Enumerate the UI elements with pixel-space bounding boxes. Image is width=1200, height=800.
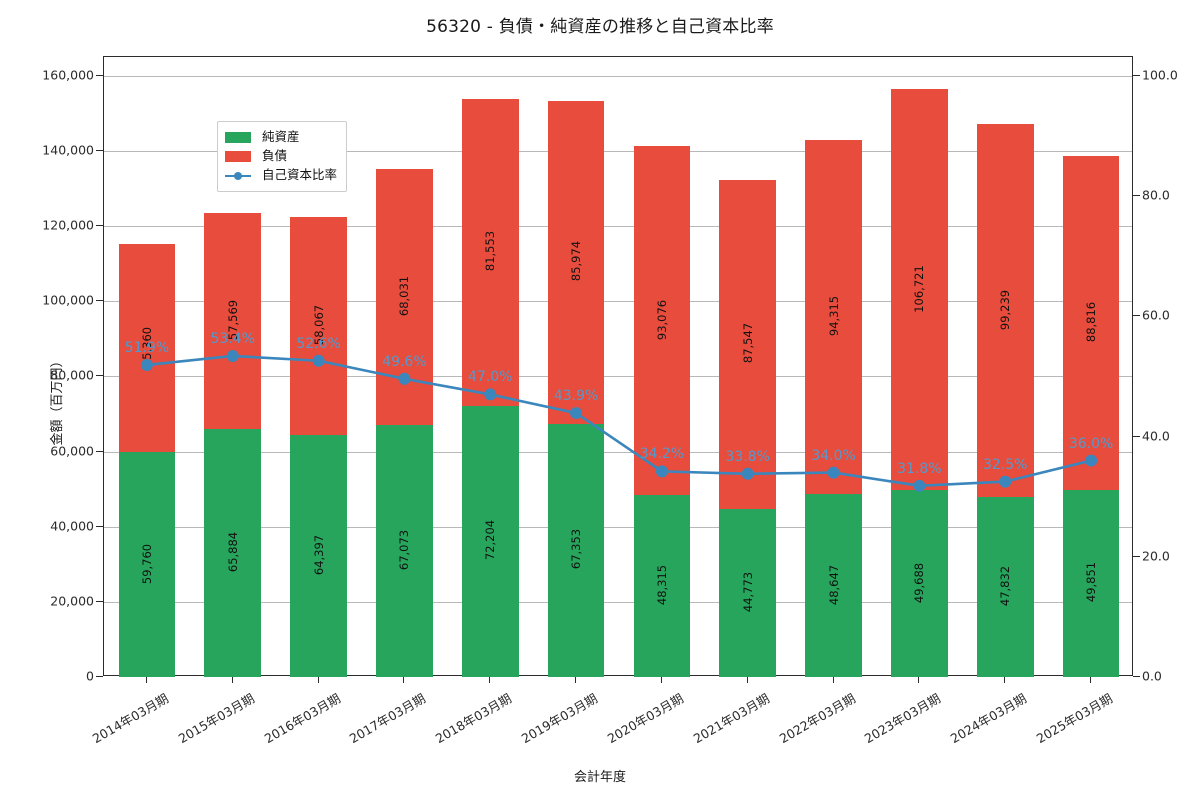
legend-item-equity-ratio[interactable]: 自己資本比率 — [225, 166, 337, 185]
bar-segment-liabilities[interactable] — [1062, 155, 1120, 490]
x-axis-tick-label: 2017年03月期 — [347, 690, 429, 747]
y-axis-left-tick-label: 140,000 — [42, 142, 94, 158]
gridline — [104, 226, 1132, 228]
x-axis-tickmark — [746, 676, 748, 683]
x-axis-tickmark — [918, 676, 920, 683]
bar-segment-equity[interactable] — [719, 508, 777, 677]
bar-segment-liabilities[interactable] — [204, 213, 262, 430]
y-axis-right-tick-label: 0.0 — [1142, 668, 1162, 684]
x-axis-tickmark — [832, 676, 834, 683]
y-axis-right-tick-label: 100.0 — [1142, 67, 1178, 83]
x-axis-title: 会計年度 — [573, 770, 626, 785]
x-axis-tickmark — [145, 676, 147, 683]
bar-segment-equity[interactable] — [118, 452, 176, 677]
x-axis-tick-label: 2019年03月期 — [518, 690, 601, 747]
y-axis-left-tick-label: 20,000 — [50, 593, 94, 609]
y-axis-left-tickmark — [96, 300, 103, 302]
x-axis-tickmark — [575, 676, 577, 683]
bar-segment-liabilities[interactable] — [376, 169, 433, 425]
x-axis-tick-label: 2024年03月期 — [947, 690, 1030, 747]
x-axis-tick-label: 2016年03月期 — [261, 690, 343, 747]
gridline — [104, 75, 1132, 77]
legend-label-equity-ratio: 自己資本比率 — [262, 167, 338, 183]
legend-swatch-equity — [225, 132, 251, 143]
bar-segment-equity[interactable] — [547, 423, 605, 677]
page-title: 56320 - 負債・純資産の推移と自己資本比率 — [426, 17, 774, 37]
x-axis-tick-label: 2015年03月期 — [175, 690, 257, 747]
gridline — [104, 150, 1132, 152]
x-axis-tick-label: 2021年03月期 — [690, 690, 772, 747]
x-axis-tick-label: 2014年03月期 — [89, 690, 171, 747]
y-axis-left-tickmark — [96, 450, 103, 452]
gridline — [104, 301, 1132, 303]
bar-segment-liabilities[interactable] — [805, 139, 862, 495]
y-axis-left-tick-label: 0 — [86, 668, 94, 684]
y-axis-right-tick-label: 40.0 — [1142, 428, 1170, 443]
bar-segment-liabilities[interactable] — [290, 216, 347, 436]
bar-segment-equity[interactable] — [290, 435, 347, 677]
bar-segment-liabilities[interactable] — [976, 124, 1034, 498]
legend-label-equity: 純資産 — [262, 129, 300, 145]
y-axis-right-tickmark — [1133, 435, 1140, 437]
y-axis-left-tickmark — [96, 375, 103, 377]
x-axis-tick-label: 2025年03月期 — [1033, 690, 1116, 747]
x-axis-tickmark — [660, 676, 662, 683]
x-axis-tickmark — [403, 676, 405, 683]
y-axis-left-tickmark — [96, 225, 103, 227]
bar-segment-equity[interactable] — [376, 424, 433, 677]
bar-segment-liabilities[interactable] — [547, 100, 605, 424]
bar-segment-equity[interactable] — [204, 429, 262, 677]
x-axis-tick-label: 2023年03月期 — [862, 690, 944, 747]
bar-segment-equity[interactable] — [976, 497, 1034, 677]
y-axis-right-tickmark — [1133, 315, 1140, 317]
bar-segment-equity[interactable] — [805, 494, 862, 677]
y-axis-left-tick-label: 100,000 — [42, 292, 94, 308]
y-axis-right-tickmark — [1133, 555, 1140, 557]
y-axis-right-tickmark — [1133, 676, 1140, 677]
legend-swatch-equity-ratio — [225, 170, 251, 181]
y-axis-left-tickmark — [96, 74, 103, 76]
y-axis-left-tickmark — [96, 600, 103, 602]
bar-segment-equity[interactable] — [461, 405, 519, 677]
x-axis-tick-label: 2018年03月期 — [432, 690, 515, 747]
y-axis-right-tickmark — [1133, 195, 1140, 197]
x-axis-tickmark — [231, 676, 233, 683]
x-axis-tickmark — [1004, 676, 1006, 683]
y-axis-left-tick-label: 160,000 — [42, 67, 94, 83]
gridline — [104, 601, 1132, 603]
bar-segment-equity[interactable] — [891, 490, 948, 677]
bar-segment-liabilities[interactable] — [461, 99, 519, 406]
bar-segment-liabilities[interactable] — [719, 179, 777, 509]
legend-label-liabilities: 負債 — [262, 148, 288, 164]
y-axis-left-tickmark — [96, 676, 103, 677]
legend-swatch-liabilities — [225, 151, 251, 162]
x-axis-tick-label: 2020年03月期 — [604, 690, 686, 747]
legend-marker-glyph — [234, 172, 242, 180]
y-axis-left-tickmark — [96, 149, 103, 151]
bar-segment-liabilities[interactable] — [118, 244, 176, 453]
x-axis-tickmark — [489, 676, 491, 683]
bar-segment-equity[interactable] — [1062, 489, 1120, 677]
legend-item-liabilities[interactable]: 負債 — [225, 147, 337, 166]
y-axis-left-tickmark — [96, 525, 103, 527]
legend-item-equity[interactable]: 純資産 — [225, 128, 337, 147]
bar-segment-equity[interactable] — [633, 495, 691, 677]
plot-area: 59,760 55,360 65,884 57,569 64,397 58,067 67,0… — [103, 56, 1133, 677]
y-axis-left-tick-label: 60,000 — [50, 443, 94, 459]
y-axis-right-tick-label: 20.0 — [1142, 548, 1170, 564]
chart-legend[interactable]: 純資産 負債 自己資本比率 — [217, 121, 348, 192]
y-axis-left-tick-label: 120,000 — [42, 217, 94, 233]
bar-segment-liabilities[interactable] — [891, 89, 948, 491]
x-axis-tickmark — [317, 676, 319, 683]
y-axis-right-tickmark — [1133, 74, 1140, 76]
bar-segment-liabilities[interactable] — [633, 145, 691, 496]
x-axis-tickmark — [1090, 676, 1092, 683]
gridline — [104, 526, 1132, 528]
y-axis-left-tick-label: 80,000 — [50, 367, 94, 383]
x-axis-tick-label: 2022年03月期 — [776, 690, 858, 747]
y-axis-right-tick-label: 60.0 — [1142, 307, 1170, 323]
y-axis-left-tick-label: 40,000 — [50, 518, 94, 534]
y-axis-right-tick-label: 80.0 — [1142, 187, 1170, 203]
